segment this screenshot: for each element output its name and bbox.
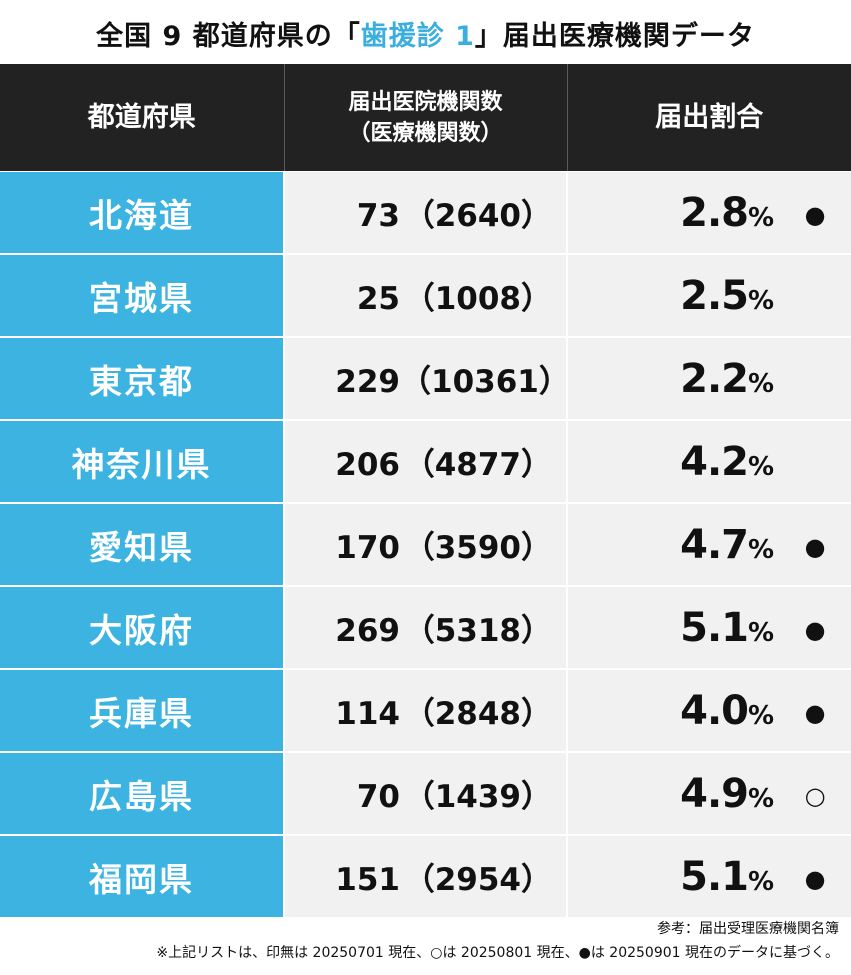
ratio-cell: 5.1% ● [567,586,851,670]
header-prefecture: 都道府県 [0,64,285,172]
count-cell: 206 （4877） [284,420,568,504]
count-cell: 114 （2848） [284,669,568,753]
percent-unit: % [748,285,775,316]
ratio-value: 4.0 [680,687,749,734]
legend-note: ※上記リストは、印無は 20250701 現在、○は 20250801 現在、●… [156,945,839,961]
prefecture-cell: 福岡県 [0,835,285,919]
title-highlight: 歯援診 1 [360,21,475,52]
total-count: （5318） [403,613,552,649]
total-count: （1008） [403,281,552,317]
header-ratio: 届出割合 [567,64,851,172]
header-row: 都道府県 届出医院機関数 （医療機関数） 届出割合 [0,64,851,172]
ratio-cell: 2.5% [567,254,851,338]
table-row: 東京都 229（10361） 2.2% [0,337,851,421]
ratio-cell: 2.8% ● [567,171,851,255]
ratio-cell: 5.1% ● [567,835,851,919]
percent-unit: % [748,866,775,897]
prefecture-cell: 広島県 [0,752,285,836]
prefecture-cell: 東京都 [0,337,285,421]
facility-count: 25 [356,281,400,317]
ratio-value: 5.1 [680,604,749,651]
title-prefix: 全国 9 都道府県の「 [96,21,361,52]
percent-unit: % [748,700,775,731]
ratio-value: 4.7 [680,521,749,568]
count-cell: 70 （1439） [284,752,568,836]
table-row: 福岡県 151 （2954） 5.1% ● [0,835,851,919]
date-mark: ● [804,532,826,561]
ratio-cell: 2.2% [567,337,851,421]
table-row: 大阪府 269 （5318） 5.1% ● [0,586,851,670]
date-mark: ● [804,864,826,893]
facility-count: 170 [335,530,400,566]
header-count-line1: 届出医院機関数 [348,89,503,115]
facility-count: 114 [335,696,400,732]
count-cell: 25 （1008） [284,254,568,338]
date-mark: ● [804,698,826,727]
ratio-value: 5.1 [680,853,749,900]
prefecture-cell: 愛知県 [0,503,285,587]
ratio-cell: 4.0% ● [567,669,851,753]
page-title: 全国 9 都道府県の「歯援診 1」届出医療機関データ [0,14,851,53]
date-mark: ● [804,200,826,229]
ratio-cell: 4.7% ● [567,503,851,587]
ratio-value: 4.9 [680,770,749,817]
facility-count: 151 [335,862,400,898]
facility-count: 229 [335,364,400,400]
header-count-line2: （医療機関数） [348,120,503,146]
table-row: 愛知県 170 （3590） 4.7% ● [0,503,851,587]
header-count: 届出医院機関数 （医療機関数） [284,64,568,172]
facility-count: 73 [356,198,400,234]
source-note: 参考：届出受理医療機関名簿 [657,921,839,937]
facility-count: 70 [356,779,400,815]
ratio-cell: 4.9% ○ [567,752,851,836]
ratio-value: 2.2 [680,355,749,402]
ratio-value: 2.5 [680,272,749,319]
count-cell: 73 （2640） [284,171,568,255]
ratio-cell: 4.2% [567,420,851,504]
total-count: （3590） [403,530,552,566]
prefecture-cell: 神奈川県 [0,420,285,504]
table-row: 神奈川県 206 （4877） 4.2% [0,420,851,504]
date-mark: ● [804,615,826,644]
total-count: （1439） [403,779,552,815]
data-table: 都道府県 届出医院機関数 （医療機関数） 届出割合 北海道 73 （2640） 2.8… [0,64,851,919]
total-count: （2848） [403,696,552,732]
total-count: （2640） [403,198,552,234]
facility-count: 206 [335,447,400,483]
count-cell: 269 （5318） [284,586,568,670]
percent-unit: % [748,534,775,565]
count-cell: 229（10361） [284,337,570,421]
percent-unit: % [748,451,775,482]
count-cell: 170 （3590） [284,503,568,587]
title-suffix: 」届出医療機関データ [474,21,755,52]
prefecture-cell: 兵庫県 [0,669,285,753]
prefecture-cell: 宮城県 [0,254,285,338]
percent-unit: % [748,617,775,648]
percent-unit: % [748,783,775,814]
footnotes: 参考：届出受理医療機関名簿 ※上記リストは、印無は 20250701 現在、○は… [156,917,839,965]
percent-unit: % [748,368,775,399]
table-row: 宮城県 25 （1008） 2.5% [0,254,851,338]
table-row: 兵庫県 114 （2848） 4.0% ● [0,669,851,753]
prefecture-cell: 北海道 [0,171,285,255]
total-count: （2954） [403,862,552,898]
percent-unit: % [748,202,775,233]
total-count: （10361） [400,364,570,400]
date-mark: ○ [804,781,826,810]
ratio-value: 2.8 [680,189,749,236]
total-count: （4877） [403,447,552,483]
ratio-value: 4.2 [680,438,749,485]
table-row: 北海道 73 （2640） 2.8% ● [0,171,851,255]
table-row: 広島県 70 （1439） 4.9% ○ [0,752,851,836]
count-cell: 151 （2954） [284,835,568,919]
facility-count: 269 [335,613,400,649]
prefecture-cell: 大阪府 [0,586,285,670]
